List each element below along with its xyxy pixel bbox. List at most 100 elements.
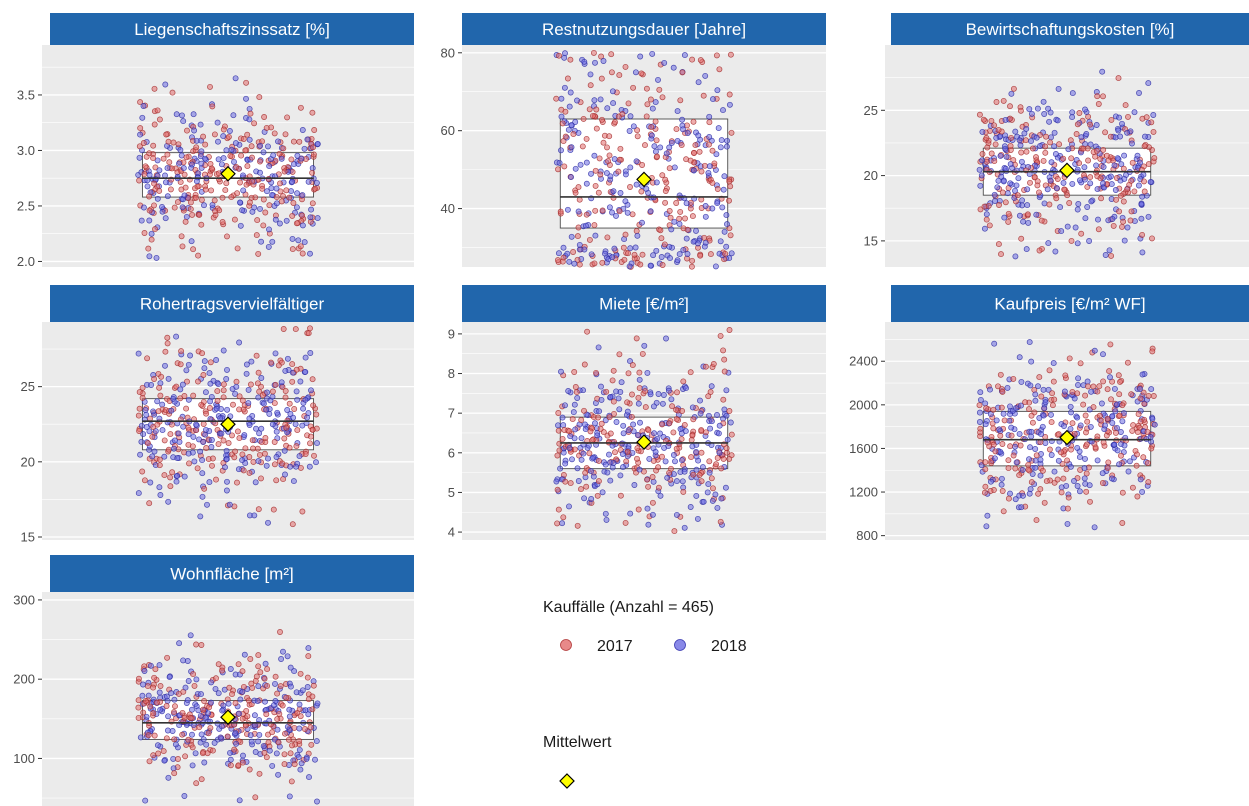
point-2017 [586, 450, 593, 457]
point-2017 [1128, 208, 1135, 215]
point-2017 [1090, 383, 1097, 390]
point-2017 [1107, 341, 1114, 348]
point-2018 [298, 760, 305, 767]
point-2018 [609, 209, 615, 216]
point-2017 [584, 328, 591, 335]
point-2017 [721, 356, 728, 363]
point-2018 [289, 178, 296, 185]
point-2017 [196, 211, 203, 218]
point-2018 [179, 204, 186, 211]
point-2017 [581, 361, 588, 368]
point-2018 [644, 505, 651, 512]
point-2018 [293, 689, 300, 696]
mean-marker [1059, 162, 1075, 179]
point-2018 [566, 258, 573, 265]
point-2017 [1063, 466, 1070, 473]
y-tick-label: 800 [856, 528, 878, 543]
point-2018 [161, 757, 168, 764]
point-2018 [185, 361, 192, 368]
y-tick-label: 20 [21, 454, 35, 469]
point-2018 [627, 113, 634, 120]
point-2017 [1102, 129, 1109, 136]
point-2018 [159, 204, 165, 210]
point-2017 [1038, 393, 1045, 400]
point-2017 [233, 378, 240, 385]
mean-marker [636, 171, 652, 188]
point-2017 [219, 219, 226, 225]
point-2017 [190, 671, 197, 678]
point-2017 [310, 682, 317, 689]
point-2018 [1004, 384, 1011, 391]
point-2017 [284, 114, 291, 121]
point-2018 [647, 262, 654, 269]
point-2018 [258, 238, 265, 245]
y-tick-label: 200 [13, 672, 35, 687]
point-2017 [625, 100, 632, 107]
point-2017 [1097, 175, 1104, 182]
point-2017 [982, 483, 989, 490]
point-2018 [681, 52, 688, 59]
point-2017 [201, 698, 208, 704]
point-2017 [981, 489, 988, 496]
point-2018 [138, 217, 145, 224]
point-2017 [556, 52, 562, 59]
point-2017 [554, 520, 561, 527]
point-2018 [709, 497, 716, 504]
y-tick-label: 2.0 [17, 254, 35, 269]
point-2018 [1075, 375, 1082, 382]
point-2017 [240, 467, 247, 474]
point-2018 [998, 475, 1005, 482]
point-2018 [598, 396, 605, 403]
point-2018 [558, 95, 565, 102]
point-2017 [310, 402, 317, 409]
point-2018 [978, 172, 985, 179]
point-2017 [207, 359, 214, 366]
point-2018 [976, 419, 983, 425]
point-2018 [263, 462, 270, 469]
point-2017 [666, 420, 673, 427]
point-2018 [232, 75, 239, 82]
point-2018 [714, 504, 721, 511]
point-2017 [155, 750, 162, 757]
point-2018 [1028, 138, 1034, 145]
point-2017 [559, 435, 566, 442]
point-2018 [652, 99, 659, 106]
point-2017 [595, 478, 602, 485]
point-2017 [263, 754, 270, 761]
point-2018 [637, 53, 644, 60]
point-2018 [583, 180, 590, 187]
point-2017 [224, 733, 231, 740]
point-2018 [184, 697, 191, 704]
point-2018 [562, 50, 568, 57]
jitter-points [976, 339, 1158, 531]
point-2017 [171, 770, 178, 777]
point-2017 [997, 371, 1004, 378]
point-2017 [659, 94, 666, 101]
point-2018 [1119, 120, 1125, 127]
point-2018 [591, 97, 598, 104]
point-2018 [243, 95, 249, 102]
y-tick-label: 60 [441, 123, 455, 138]
point-2017 [1037, 486, 1044, 493]
point-2018 [634, 232, 641, 239]
point-2018 [1148, 386, 1155, 393]
point-2018 [1000, 410, 1007, 417]
point-2017 [269, 388, 276, 395]
point-2017 [209, 103, 216, 110]
point-2018 [714, 412, 720, 418]
point-2017 [146, 193, 153, 200]
point-2018 [1150, 112, 1157, 118]
point-2017 [622, 231, 629, 238]
point-2018 [705, 481, 712, 488]
point-2017 [657, 227, 664, 234]
point-2017 [982, 466, 989, 473]
point-2018 [1087, 180, 1094, 187]
point-2017 [297, 670, 304, 677]
point-2018 [280, 648, 286, 655]
point-2017 [1131, 188, 1138, 195]
point-2017 [289, 378, 296, 385]
point-2018 [1135, 182, 1142, 189]
point-2018 [581, 58, 588, 65]
point-2017 [1034, 182, 1041, 189]
point-2017 [151, 85, 158, 92]
